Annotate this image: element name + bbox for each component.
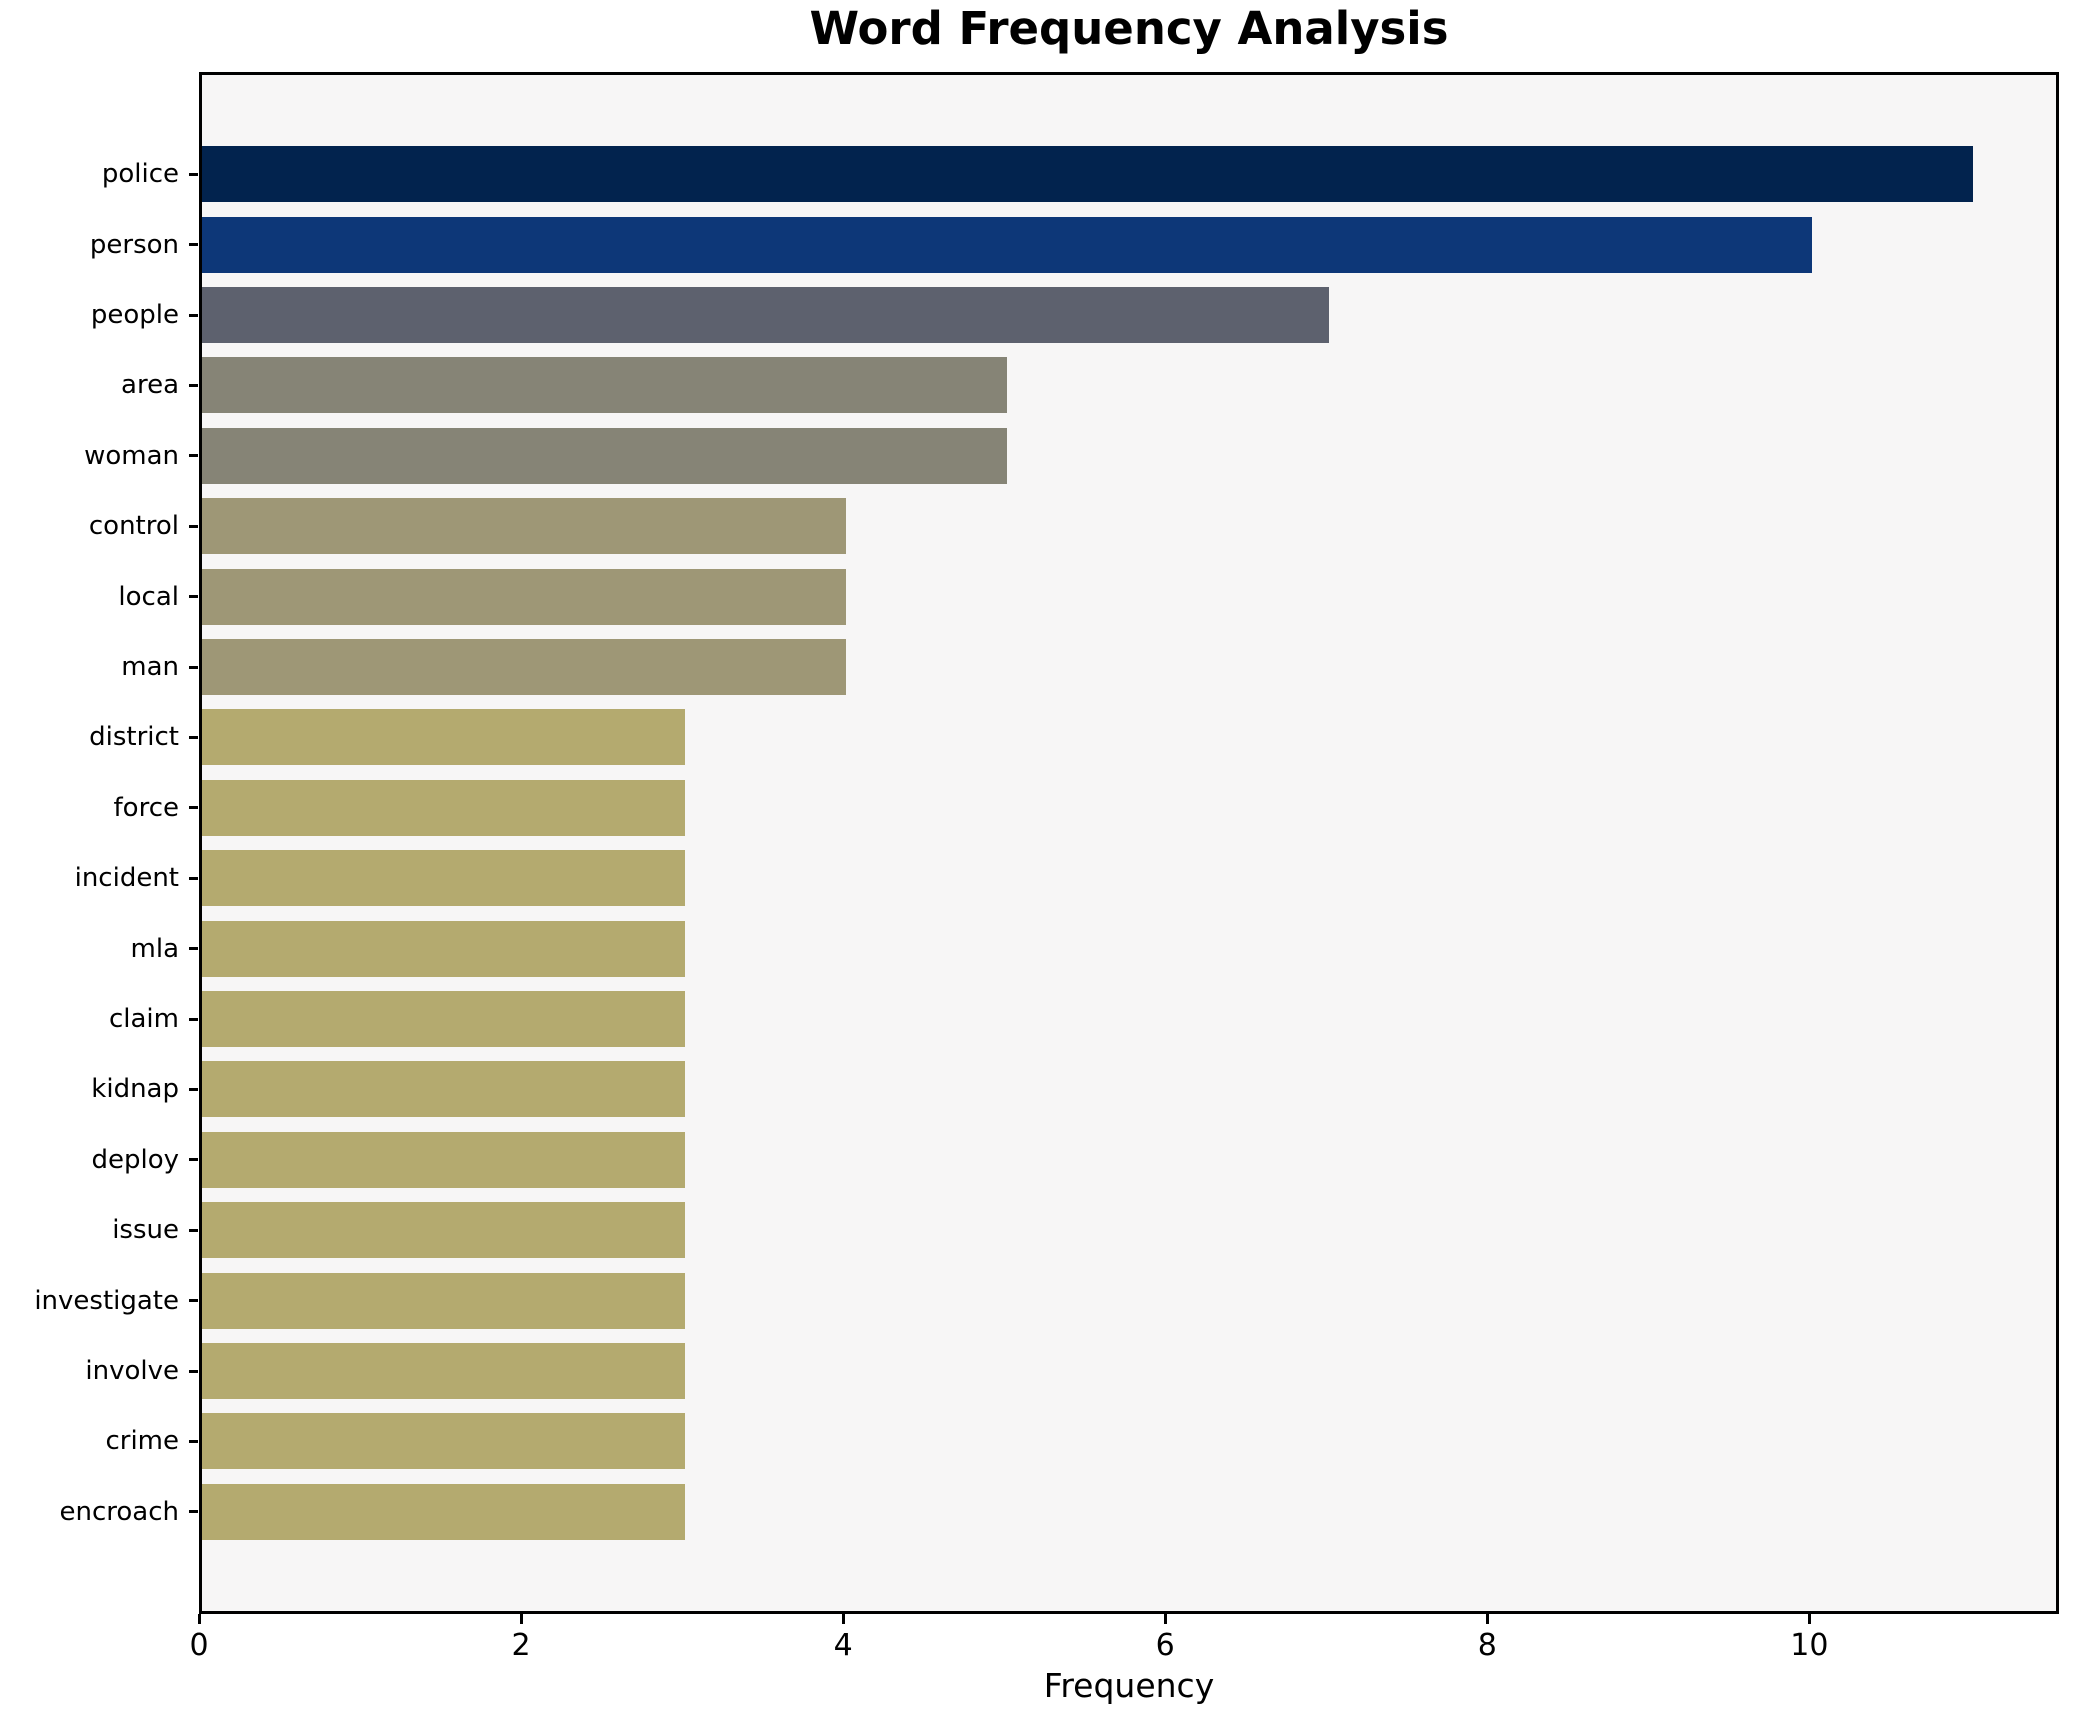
xtick-label-10: 10 <box>1790 1628 1829 1663</box>
ytick-label-local: local <box>118 581 179 612</box>
ytick-label-person: person <box>89 229 179 260</box>
ytick-label-police: police <box>101 159 179 190</box>
x-tick-mark <box>841 1614 845 1624</box>
y-tick-mark <box>189 876 198 880</box>
xtick-label-4: 4 <box>833 1628 853 1663</box>
bar-person <box>202 216 1813 273</box>
ytick-label-investigate: investigate <box>34 1285 179 1316</box>
ytick-label-incident: incident <box>74 863 179 894</box>
ytick-label-encroach: encroach <box>59 1496 179 1527</box>
ytick-label-deploy: deploy <box>91 1144 179 1175</box>
y-tick-mark <box>189 243 198 247</box>
bar-woman <box>202 427 1008 484</box>
ytick-label-involve: involve <box>85 1356 179 1386</box>
ytick-label-district: district <box>89 722 179 753</box>
bar-deploy <box>202 1131 686 1188</box>
chart-title: Word Frequency Analysis <box>809 2 1449 55</box>
x-tick-mark <box>197 1614 201 1624</box>
bar-local <box>202 568 847 625</box>
xtick-label-6: 6 <box>1155 1628 1175 1663</box>
xtick-label-2: 2 <box>511 1628 531 1663</box>
ytick-label-area: area <box>121 370 179 401</box>
ytick-label-woman: woman <box>84 440 179 471</box>
ytick-label-control: control <box>88 511 179 542</box>
y-tick-mark <box>189 1017 198 1021</box>
x-tick-mark <box>1485 1614 1489 1624</box>
bar-investigate <box>202 1272 686 1329</box>
x-tick-mark <box>1807 1614 1811 1624</box>
bar-area <box>202 357 1008 414</box>
ytick-label-force: force <box>113 792 179 823</box>
xtick-label-8: 8 <box>1477 1628 1497 1663</box>
bar-issue <box>202 1202 686 1259</box>
y-tick-mark <box>189 383 198 387</box>
y-tick-mark <box>189 1299 198 1303</box>
bar-involve <box>202 1343 686 1399</box>
x-tick-mark <box>519 1614 523 1624</box>
bar-control <box>202 498 847 555</box>
bar-claim <box>202 991 686 1047</box>
ytick-label-man: man <box>121 652 179 682</box>
y-tick-mark <box>189 947 198 951</box>
y-tick-mark <box>189 524 198 528</box>
bar-incident <box>202 850 686 907</box>
y-tick-mark <box>189 1087 198 1091</box>
x-axis-label: Frequency <box>1043 1666 1215 1705</box>
ytick-label-crime: crime <box>105 1426 179 1457</box>
xtick-label-0: 0 <box>189 1628 209 1663</box>
ytick-label-kidnap: kidnap <box>91 1074 179 1105</box>
plot-area <box>199 72 2059 1614</box>
bar-police <box>202 146 1974 203</box>
y-tick-mark <box>189 1510 198 1514</box>
ytick-label-mla: mla <box>130 933 179 964</box>
y-tick-mark <box>189 735 198 739</box>
y-tick-mark <box>189 665 198 669</box>
bar-force <box>202 779 686 836</box>
y-tick-mark <box>189 806 198 810</box>
y-tick-mark <box>189 1158 198 1162</box>
bar-man <box>202 639 847 695</box>
y-tick-mark <box>189 454 198 458</box>
y-tick-mark <box>189 1439 198 1443</box>
bar-kidnap <box>202 1061 686 1118</box>
ytick-label-people: people <box>90 300 179 330</box>
y-tick-mark <box>189 313 198 317</box>
bar-encroach <box>202 1483 686 1540</box>
ytick-label-issue: issue <box>112 1215 179 1246</box>
x-tick-mark <box>1163 1614 1167 1624</box>
ytick-label-claim: claim <box>108 1004 179 1034</box>
y-tick-mark <box>189 172 198 176</box>
bar-people <box>202 287 1330 343</box>
y-tick-mark <box>189 1228 198 1232</box>
bar-crime <box>202 1413 686 1470</box>
y-tick-mark <box>189 595 198 599</box>
bar-district <box>202 709 686 766</box>
bar-mla <box>202 920 686 977</box>
y-tick-mark <box>189 1369 198 1373</box>
